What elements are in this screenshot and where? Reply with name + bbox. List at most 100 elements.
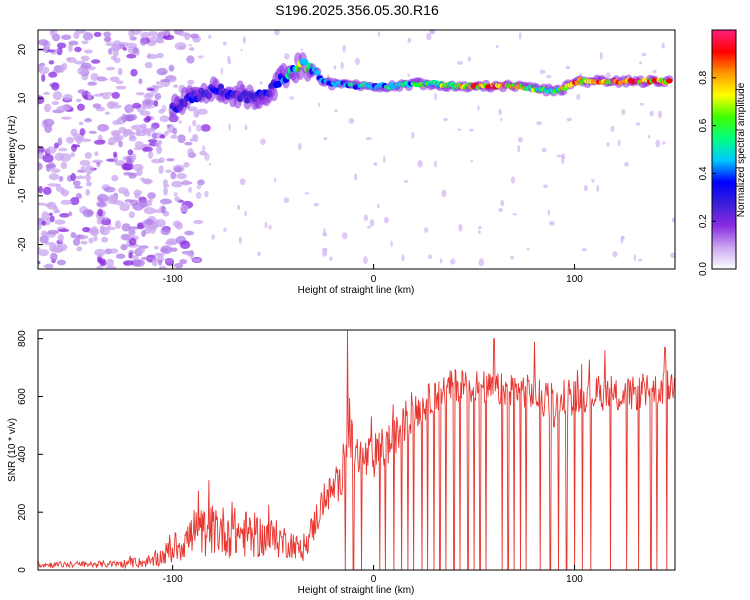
spectrogram-faint-blob: [341, 232, 348, 240]
spectrogram-faint-blob: [244, 124, 248, 131]
spectrogram-noise-blob: [59, 213, 70, 218]
spectrogram-noise-blob: [160, 245, 173, 255]
spectrogram-faint-blob: [188, 125, 192, 133]
spectrogram-faint-blob: [429, 30, 436, 35]
spectrogram-noise-blob: [159, 115, 170, 123]
spectrogram-noise-blob: [90, 72, 99, 82]
spectrogram-noise-blob: [41, 220, 47, 226]
spectrogram-noise-blob: [41, 74, 46, 82]
spectrogram-faint-blob: [671, 217, 675, 223]
spectrogram-ylabel: Frequency (Hz): [7, 116, 18, 185]
spectrogram-faint-blob: [283, 197, 290, 203]
spectrogram-noise-blob: [121, 163, 132, 171]
spectrogram-noise-blob: [102, 92, 114, 96]
spectrogram-noise-blob: [156, 52, 164, 59]
spectrogram-noise-blob: [85, 188, 91, 196]
spectrogram-noise-blob: [154, 252, 165, 257]
snr-ytick-label: 400: [17, 446, 28, 463]
spectrogram-noise-blob: [133, 259, 145, 267]
spectrogram-noise-blob: [128, 131, 136, 136]
spectrogram-noise-blob: [103, 186, 116, 193]
spectrogram-ridge-core: [275, 80, 282, 88]
spectrogram-noise-blob: [136, 168, 143, 177]
spectrogram-faint-blob: [547, 209, 551, 216]
spectrogram-noise-blob: [75, 193, 83, 200]
spectrogram-noise-blob: [158, 259, 163, 266]
spectrogram-noise-blob: [76, 98, 82, 103]
spectrogram-faint-blob: [518, 31, 522, 40]
spectrogram-faint-blob: [561, 153, 566, 160]
spectrogram-noise-blob: [38, 247, 41, 251]
spectrogram-noise-blob: [174, 262, 184, 269]
spectrogram-ridge-halo: [269, 87, 278, 102]
spectrogram-noise-blob: [187, 106, 198, 112]
spectrogram-noise-blob: [70, 152, 75, 158]
spectrogram-xtick-label: 0: [371, 274, 377, 285]
spectrogram-faint-blob: [478, 230, 481, 235]
spectrogram-noise-blob: [158, 165, 164, 174]
spectrogram-noise-blob: [62, 93, 73, 101]
spectrogram-noise-blob: [184, 230, 194, 236]
snr-xtick-label: -100: [163, 574, 183, 585]
spectrogram-noise-blob: [179, 258, 188, 265]
spectrogram-noise-blob: [140, 256, 153, 260]
spectrogram-faint-blob: [366, 225, 372, 229]
spectrogram-noise-blob: [84, 165, 94, 174]
spectrogram-noise-blob: [68, 211, 73, 217]
spectrogram-noise-blob: [162, 184, 170, 188]
spectrogram-faint-blob: [610, 125, 615, 132]
spectrogram-faint-blob: [434, 92, 437, 101]
spectrogram-noise-blob: [47, 229, 60, 235]
spectrogram-noise-blob: [155, 38, 165, 44]
colorbar-tick-label: 0.4: [698, 166, 709, 180]
spectrogram-faint-blob: [204, 190, 209, 198]
colorbar-label: Normalized spectral amplitude: [736, 82, 747, 217]
spectrogram-faint-blob: [581, 248, 587, 252]
spectrogram-ridge-core: [302, 58, 309, 66]
spectrogram-noise-blob: [104, 111, 111, 116]
spectrogram-noise-blob: [125, 105, 133, 113]
spectrogram-faint-blob: [526, 248, 530, 251]
spectrogram-faint-blob: [439, 258, 443, 264]
spectrogram-noise-blob: [144, 61, 153, 69]
spectrogram-faint-blob: [354, 57, 360, 66]
spectrogram-noise-blob: [128, 136, 137, 142]
spectrogram-noise-blob: [80, 55, 90, 62]
spectrogram-noise-blob: [166, 124, 171, 128]
spectrogram-noise-blob: [122, 47, 127, 51]
spectrogram-faint-blob: [365, 137, 372, 141]
spectrogram-noise-blob: [70, 173, 77, 182]
spectrogram-noise-blob: [128, 237, 137, 246]
spectrogram-noise-blob: [135, 128, 141, 137]
spectrogram-noise-blob: [107, 141, 114, 146]
spectrogram-noise-blob: [51, 82, 60, 91]
spectrogram-noise-blob: [131, 153, 137, 161]
spectrogram-noise-blob: [121, 113, 128, 123]
spectrogram-noise-blob: [127, 226, 140, 230]
spectrogram-noise-blob: [139, 110, 151, 116]
spectrogram-noise-blob: [159, 134, 166, 139]
spectrogram-noise-blob: [38, 39, 49, 46]
spectrogram-faint-blob: [477, 105, 480, 111]
spectrogram-faint-blob: [620, 236, 624, 244]
spectrogram-noise-blob: [58, 228, 70, 233]
spectrogram-noise-blob: [179, 45, 185, 50]
spectrogram-noise-blob: [82, 208, 94, 218]
spectrogram-faint-blob: [377, 31, 380, 38]
spectrogram-noise-blob: [151, 158, 162, 164]
spectrogram-noise-blob: [172, 220, 182, 228]
spectrogram-noise-blob: [79, 234, 89, 240]
spectrogram-noise-blob: [153, 100, 159, 107]
spectrogram-noise-blob: [79, 138, 92, 143]
spectrogram-faint-blob: [639, 102, 644, 106]
spectrogram-xtick-label: -100: [163, 274, 183, 285]
spectrogram-noise-blob: [111, 91, 120, 99]
spectrogram-noise-blob: [40, 232, 50, 236]
spectrogram-faint-blob: [638, 258, 643, 262]
spectrogram-faint-blob: [591, 178, 595, 183]
spectrogram-faint-blob: [323, 227, 326, 236]
spectrogram-faint-blob: [228, 123, 231, 131]
spectrogram-noise-blob: [196, 108, 208, 115]
spectrogram-noise-blob: [93, 139, 106, 145]
spectrogram-noise-blob: [97, 201, 106, 207]
